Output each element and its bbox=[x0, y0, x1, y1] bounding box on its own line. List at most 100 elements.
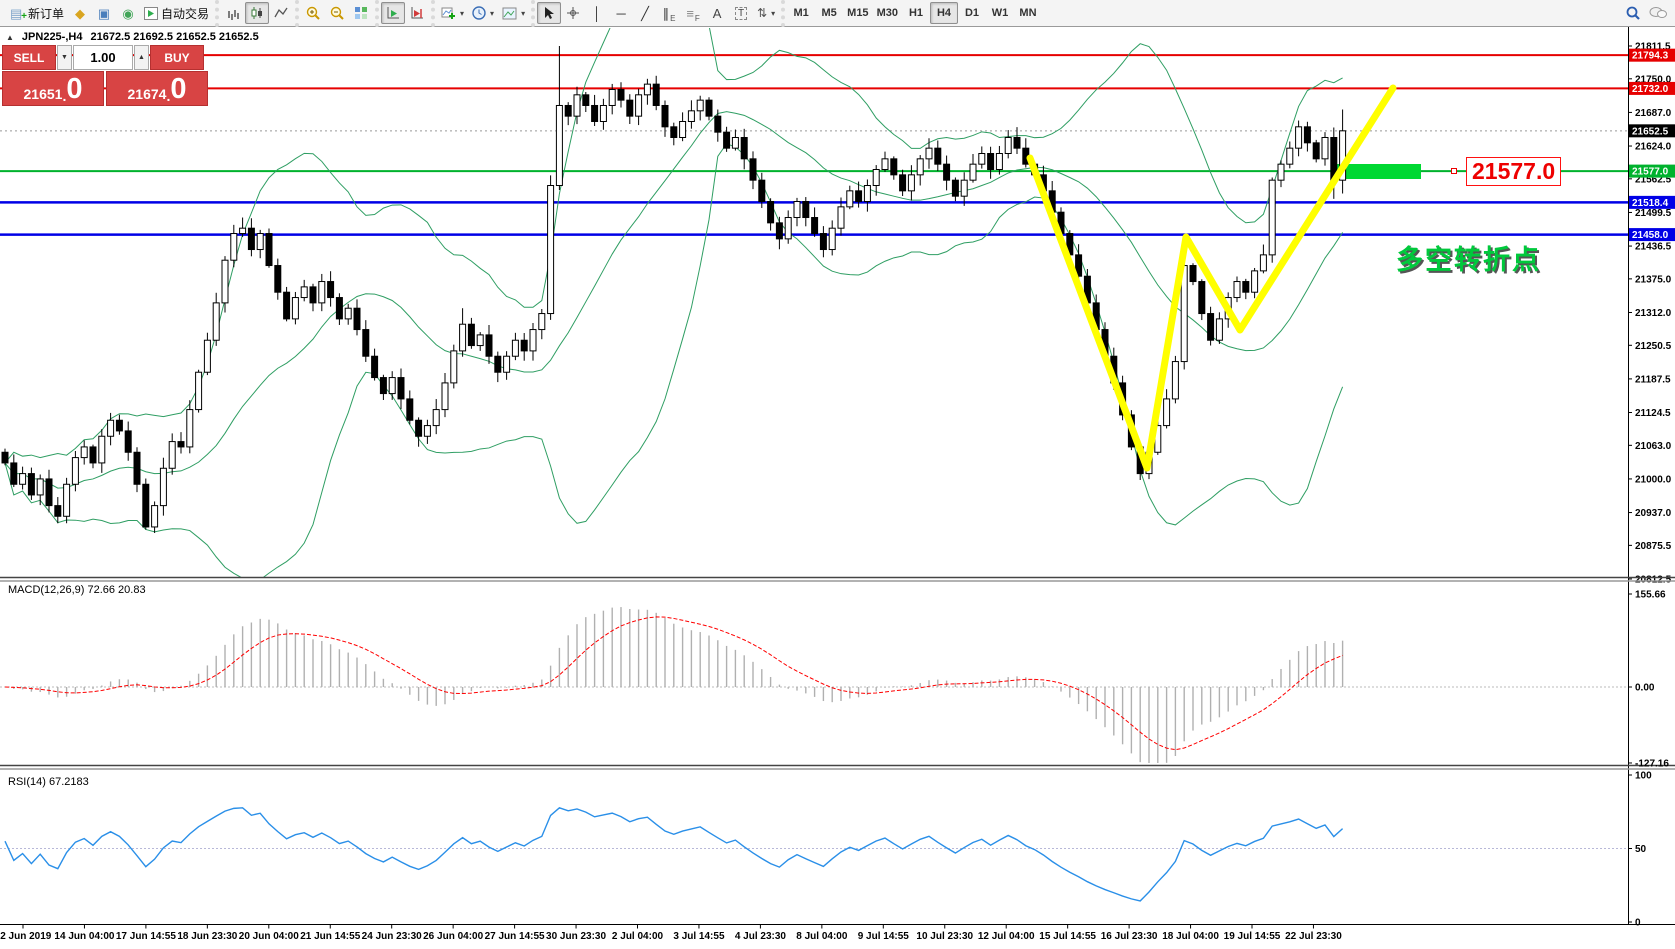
svg-text:12 Jul 04:00: 12 Jul 04:00 bbox=[978, 931, 1035, 942]
buy-price-int: 21674 bbox=[127, 86, 167, 102]
timeframe-button-M30[interactable]: M30 bbox=[876, 7, 898, 19]
sell-price-dot: . bbox=[62, 88, 67, 104]
fibonacci-button[interactable]: F bbox=[681, 2, 705, 24]
arrows-button[interactable]: ▾ bbox=[753, 2, 779, 24]
timeframe-button-M15[interactable]: M15 bbox=[847, 7, 869, 19]
text-icon bbox=[713, 7, 722, 20]
volume-decrease-button[interactable]: ▼ bbox=[57, 45, 72, 70]
terminal-icon bbox=[98, 7, 110, 20]
periods-button[interactable]: ▾ bbox=[468, 2, 498, 24]
collapse-triangle-icon[interactable] bbox=[6, 31, 14, 43]
vertical-line-button[interactable] bbox=[585, 2, 609, 24]
chat-button[interactable] bbox=[1645, 2, 1671, 24]
line-anchor-handle[interactable] bbox=[1451, 168, 1457, 174]
svg-text:0: 0 bbox=[1635, 918, 1641, 929]
timeframe-button-M5[interactable]: M5 bbox=[821, 7, 837, 19]
svg-text:155.66: 155.66 bbox=[1635, 589, 1666, 600]
bar-chart-button[interactable] bbox=[221, 2, 245, 24]
svg-text:8 Jul 04:00: 8 Jul 04:00 bbox=[796, 931, 848, 942]
search-button[interactable] bbox=[1621, 2, 1645, 24]
autotrading-button[interactable]: 自动交易 bbox=[140, 2, 213, 24]
timeframe-group: M1 M5 M15 M30 H1 H4 D1 W1 MN bbox=[781, 0, 1044, 27]
new-order-button[interactable]: 新订单 bbox=[6, 2, 68, 24]
tile-windows-button[interactable] bbox=[349, 2, 373, 24]
svg-text:20937.0: 20937.0 bbox=[1635, 508, 1672, 519]
volume-input[interactable] bbox=[73, 45, 133, 70]
svg-text:12 Jun 2019: 12 Jun 2019 bbox=[0, 931, 52, 942]
svg-text:20812.5: 20812.5 bbox=[1635, 574, 1672, 585]
zoom-out-button[interactable] bbox=[325, 2, 349, 24]
buy-price-frac: 0 bbox=[170, 73, 187, 105]
terminal-button[interactable] bbox=[92, 2, 116, 24]
text-button[interactable] bbox=[705, 2, 729, 24]
zoom-in-button[interactable] bbox=[301, 2, 325, 24]
trendline-button[interactable] bbox=[633, 2, 657, 24]
chart-ohlc-values: 21672.5 21692.5 21652.5 21652.5 bbox=[90, 31, 259, 43]
timeframe-button-D1[interactable]: D1 bbox=[964, 7, 979, 19]
svg-text:21794.3: 21794.3 bbox=[1632, 51, 1669, 62]
auto-scroll-button[interactable] bbox=[381, 2, 406, 24]
sell-price-int: 21651 bbox=[23, 86, 63, 102]
text-label-button[interactable]: T bbox=[729, 2, 753, 24]
svg-text:21000.0: 21000.0 bbox=[1635, 474, 1672, 485]
svg-text:21 Jun 14:55: 21 Jun 14:55 bbox=[300, 931, 360, 942]
zoom-out-icon bbox=[330, 6, 344, 20]
sell-button[interactable]: SELL bbox=[2, 45, 56, 70]
trade-group: 新订单 自动交易 bbox=[4, 0, 215, 27]
svg-text:21250.5: 21250.5 bbox=[1635, 341, 1672, 352]
macd-panel: 155.66 0.00 -127.16 bbox=[0, 589, 1669, 769]
candlestick-chart-button[interactable] bbox=[245, 2, 270, 24]
autotrading-label: 自动交易 bbox=[161, 6, 210, 21]
up-arrow-icon: ▲ bbox=[138, 54, 145, 61]
sell-price-frac: 0 bbox=[66, 73, 83, 105]
line-chart-button[interactable] bbox=[269, 2, 293, 24]
tile-windows-icon bbox=[355, 7, 368, 19]
fibonacci-icon bbox=[686, 7, 694, 20]
svg-text:21375.0: 21375.0 bbox=[1635, 274, 1672, 285]
metaeditor-icon bbox=[75, 7, 85, 20]
metaeditor-button[interactable] bbox=[68, 2, 92, 24]
timeframe-button-M1[interactable]: M1 bbox=[793, 7, 809, 19]
svg-text:21652.5: 21652.5 bbox=[1632, 126, 1669, 137]
new-order-label: 新订单 bbox=[28, 6, 65, 21]
buy-button[interactable]: BUY bbox=[150, 45, 204, 70]
price-callout-box[interactable]: 21577.0 bbox=[1466, 157, 1562, 186]
chart-shift-button[interactable] bbox=[405, 2, 429, 24]
svg-text:21624.0: 21624.0 bbox=[1635, 142, 1672, 153]
panel-separators bbox=[0, 576, 1675, 770]
indicators-button[interactable]: ▾ bbox=[437, 2, 468, 24]
down-arrow-icon: ▼ bbox=[61, 54, 68, 61]
chart-annotation-text[interactable]: 多空转折点 bbox=[1396, 245, 1541, 275]
buy-price-display[interactable]: 21674. 0 bbox=[106, 71, 208, 106]
search-icon bbox=[1626, 6, 1640, 20]
date-axis: 12 Jun 2019 14 Jun 04:00 17 Jun 14:55 18 Ju… bbox=[0, 924, 1675, 942]
templates-button[interactable]: ▾ bbox=[498, 2, 529, 24]
indicators-icon bbox=[441, 7, 456, 19]
signals-button[interactable] bbox=[116, 2, 140, 24]
fibonacci-f-subscript: F bbox=[694, 14, 700, 23]
timeframe-button-MN[interactable]: MN bbox=[1019, 7, 1037, 19]
crosshair-button[interactable] bbox=[561, 2, 585, 24]
sell-price-display[interactable]: 21651. 0 bbox=[2, 71, 104, 106]
auto-scroll-icon bbox=[387, 7, 399, 19]
horizontal-line-button[interactable] bbox=[609, 2, 633, 24]
svg-text:17 Jun 14:55: 17 Jun 14:55 bbox=[116, 931, 176, 942]
svg-text:21458.0: 21458.0 bbox=[1632, 230, 1669, 241]
timeframe-button-W1[interactable]: W1 bbox=[991, 7, 1009, 19]
svg-text:21187.5: 21187.5 bbox=[1635, 374, 1671, 385]
volume-increase-button[interactable]: ▲ bbox=[134, 45, 149, 70]
main-chart-layer bbox=[0, 28, 1628, 577]
arrows-icon bbox=[757, 6, 767, 20]
svg-text:21562.5: 21562.5 bbox=[1635, 174, 1672, 185]
trade-prices-row: 21651. 0 21674. 0 bbox=[2, 71, 210, 106]
cursor-button[interactable] bbox=[537, 2, 562, 24]
timeframe-button-H4[interactable]: H4 bbox=[929, 2, 958, 24]
equidistant-channel-button[interactable]: E bbox=[657, 2, 681, 24]
svg-text:21436.5: 21436.5 bbox=[1635, 242, 1672, 253]
timeframe-button-H1[interactable]: H1 bbox=[908, 7, 923, 19]
periods-clock-icon bbox=[472, 6, 486, 20]
svg-text:21124.5: 21124.5 bbox=[1635, 408, 1671, 419]
svg-text:18 Jun 23:30: 18 Jun 23:30 bbox=[177, 931, 237, 942]
autotrading-icon bbox=[144, 6, 159, 20]
